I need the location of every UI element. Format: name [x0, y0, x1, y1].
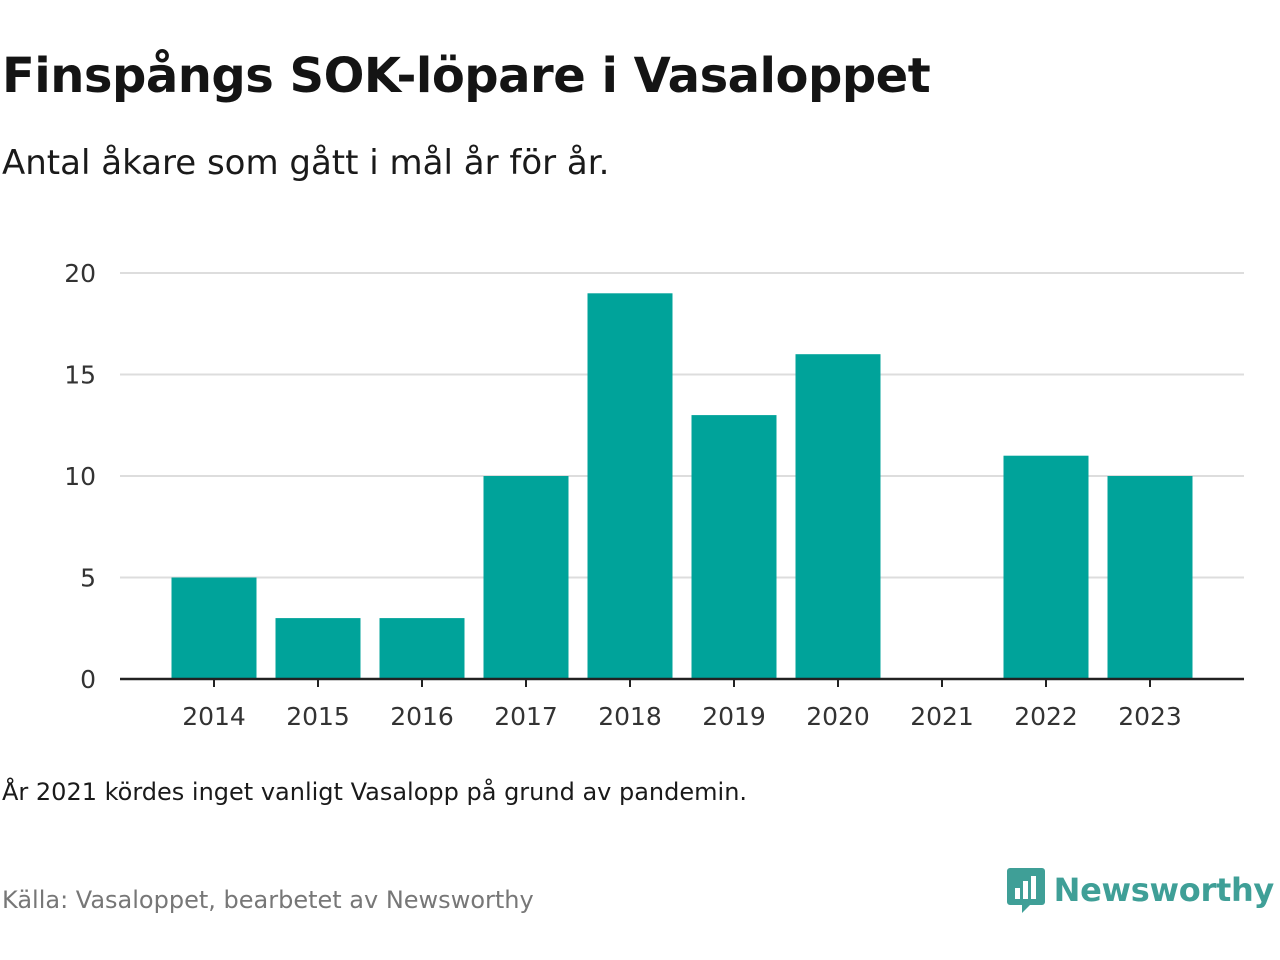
x-tick-label-2023: 2023 — [1118, 702, 1182, 731]
bar-2018 — [587, 293, 673, 679]
x-tick-label-2015: 2015 — [286, 702, 350, 731]
bars — [171, 293, 1193, 679]
y-tick-label-5: 5 — [80, 564, 96, 593]
x-tick-label-2018: 2018 — [598, 702, 662, 731]
newsworthy-logo-icon — [1006, 868, 1045, 913]
bar-2014 — [171, 577, 257, 679]
x-tick-label-2019: 2019 — [702, 702, 766, 731]
x-tick-label-2021: 2021 — [910, 702, 974, 731]
y-tick-label-20: 20 — [64, 259, 96, 288]
chart-title: Finspångs SOK-löpare i Vasaloppet — [2, 48, 931, 104]
x-tick-label-2014: 2014 — [182, 702, 246, 731]
y-tick-label-15: 15 — [64, 361, 96, 390]
bar-2022 — [1003, 455, 1089, 679]
chart-note: År 2021 kördes inget vanligt Vasalopp på… — [2, 778, 748, 806]
y-tick-label-0: 0 — [80, 665, 96, 694]
source-text: Källa: Vasaloppet, bearbetet av Newswort… — [2, 886, 534, 914]
bar-2017 — [483, 476, 569, 679]
x-axis-ticks: 2014 2015 2016 2017 2018 2019 2020 2021 2022 2023 — [182, 679, 1182, 731]
x-tick-label-2020: 2020 — [806, 702, 870, 731]
x-tick-label-2017: 2017 — [494, 702, 558, 731]
x-tick-label-2022: 2022 — [1014, 702, 1078, 731]
y-tick-label-10: 10 — [64, 462, 96, 491]
brand-name: Newsworthy — [1053, 871, 1275, 909]
brand-logo[interactable]: Newsworthy — [1006, 866, 1274, 914]
chart-subtitle: Antal åkare som gått i mål år för år. — [2, 143, 610, 183]
bar-2020 — [795, 354, 881, 679]
bar-2023 — [1107, 476, 1193, 679]
bar-2016 — [379, 618, 465, 679]
bar-2015 — [275, 618, 361, 679]
bar-2019 — [691, 415, 777, 679]
bar-chart: 0 5 10 15 20 2014 2015 2016 2017 2018 2019 2020 202… — [64, 259, 1244, 731]
y-axis-ticks: 0 5 10 15 20 — [64, 259, 96, 694]
x-tick-label-2016: 2016 — [390, 702, 454, 731]
